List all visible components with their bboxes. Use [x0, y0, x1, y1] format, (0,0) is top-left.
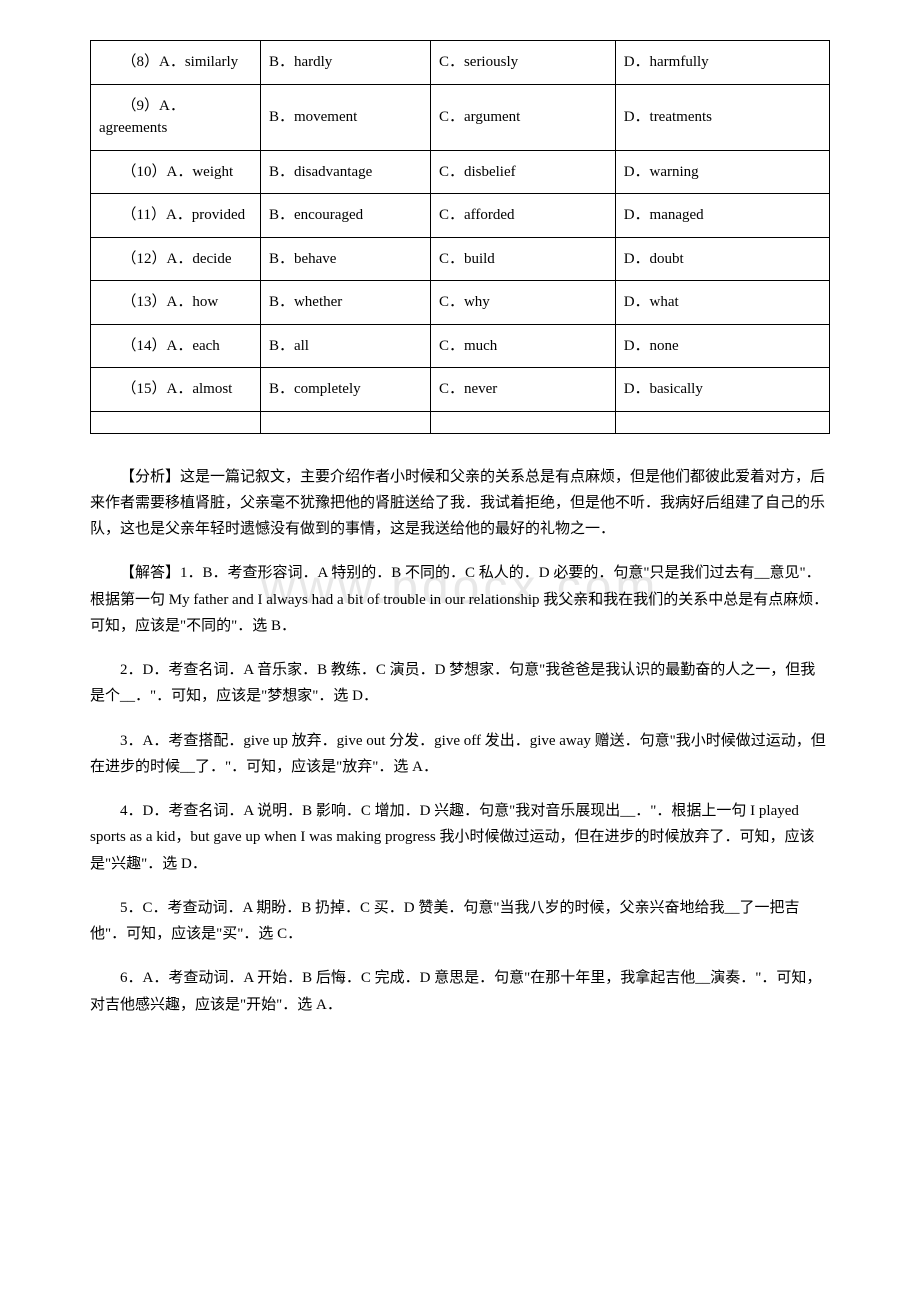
table-cell: （8）A．similarly: [91, 41, 261, 85]
paragraph: 3．A．考查搭配．give up 放弃．give out 分发．give off…: [90, 728, 830, 781]
table-cell: D．managed: [615, 194, 829, 238]
table-cell: B．all: [260, 324, 430, 368]
table-cell: D．what: [615, 281, 829, 325]
table-cell: B．movement: [260, 84, 430, 150]
table-cell-empty: [91, 411, 261, 433]
table-row: （14）A．eachB．allC．muchD．none: [91, 324, 830, 368]
table-cell: （9）A．agreements: [91, 84, 261, 150]
table-row: （12）A．decideB．behaveC．buildD．doubt: [91, 237, 830, 281]
table-cell: C．never: [430, 368, 615, 412]
table-cell: （12）A．decide: [91, 237, 261, 281]
table-cell: C．argument: [430, 84, 615, 150]
paragraph: 6．A．考查动词．A 开始．B 后悔．C 完成．D 意思是．句意"在那十年里，我…: [90, 965, 830, 1018]
table-cell: B．encouraged: [260, 194, 430, 238]
table-cell: B．completely: [260, 368, 430, 412]
paragraph: 4．D．考查名词．A 说明．B 影响．C 增加．D 兴趣．句意"我对音乐展现出_…: [90, 798, 830, 877]
paragraph: 【分析】这是一篇记叙文，主要介绍作者小时候和父亲的关系总是有点麻烦，但是他们都彼…: [90, 464, 830, 543]
table-cell: D．warning: [615, 150, 829, 194]
table-cell: C．why: [430, 281, 615, 325]
paragraph: 5．C．考查动词．A 期盼．B 扔掉．C 买．D 赞美．句意"当我八岁的时候，父…: [90, 895, 830, 948]
paragraph: 2．D．考查名词．A 音乐家．B 教练．C 演员．D 梦想家．句意"我爸爸是我认…: [90, 657, 830, 710]
table-cell: C．afforded: [430, 194, 615, 238]
table-cell: D．treatments: [615, 84, 829, 150]
paragraph: 【解答】1．B．考查形容词．A 特别的．B 不同的．C 私人的．D 必要的．句意…: [90, 560, 830, 639]
table-row: （8）A．similarlyB．hardlyC．seriouslyD．harmf…: [91, 41, 830, 85]
table-cell: D．harmfully: [615, 41, 829, 85]
table-cell: B．whether: [260, 281, 430, 325]
table-row: （13）A．howB．whetherC．whyD．what: [91, 281, 830, 325]
table-cell-empty: [615, 411, 829, 433]
table-cell: （13）A．how: [91, 281, 261, 325]
table-cell: D．none: [615, 324, 829, 368]
table-cell: C．build: [430, 237, 615, 281]
table-cell: （15）A．almost: [91, 368, 261, 412]
table-row: （9）A．agreementsB．movementC．argumentD．tre…: [91, 84, 830, 150]
table-cell: B．behave: [260, 237, 430, 281]
table-cell: C．seriously: [430, 41, 615, 85]
table-cell: D．basically: [615, 368, 829, 412]
table-row: （11）A．providedB．encouragedC．affordedD．ma…: [91, 194, 830, 238]
table-row-empty: [91, 411, 830, 433]
table-cell: D．doubt: [615, 237, 829, 281]
table-cell: C．disbelief: [430, 150, 615, 194]
table-row: （10）A．weightB．disadvantageC．disbeliefD．w…: [91, 150, 830, 194]
table-cell-empty: [260, 411, 430, 433]
table-row: （15）A．almostB．completelyC．neverD．basical…: [91, 368, 830, 412]
table-cell: （10）A．weight: [91, 150, 261, 194]
table-cell: B．hardly: [260, 41, 430, 85]
options-table: （8）A．similarlyB．hardlyC．seriouslyD．harmf…: [90, 40, 830, 434]
table-cell: B．disadvantage: [260, 150, 430, 194]
table-cell: C．much: [430, 324, 615, 368]
table-cell: （11）A．provided: [91, 194, 261, 238]
table-cell-empty: [430, 411, 615, 433]
table-cell: （14）A．each: [91, 324, 261, 368]
